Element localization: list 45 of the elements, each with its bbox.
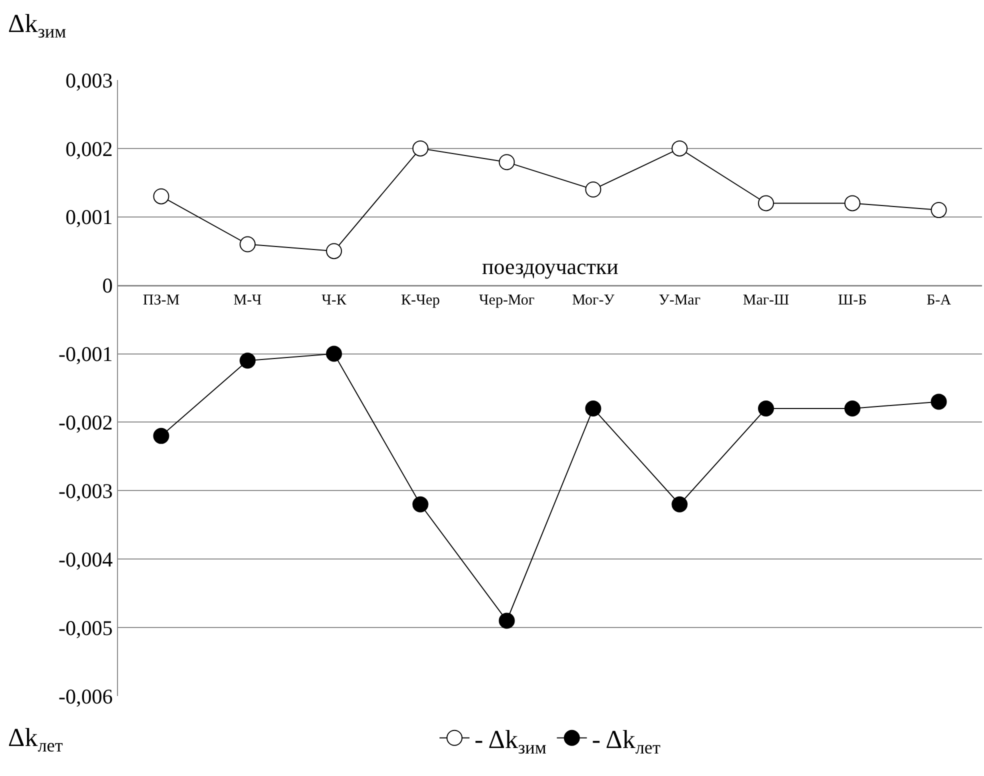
point: [326, 346, 342, 362]
point: [758, 195, 774, 212]
y-tick-label: -0,004: [58, 547, 114, 572]
y-tick-label: 0,003: [66, 68, 113, 92]
y-tick-label: 0,001: [66, 205, 113, 230]
x-tick-label: М-Ч: [234, 292, 262, 308]
x-tick-label: ПЗ-М: [142, 292, 180, 308]
y-tick-label: 0: [102, 274, 113, 298]
point: [412, 496, 428, 512]
x-tick-label: К-Чер: [400, 292, 440, 308]
point: [412, 140, 428, 156]
point: [498, 612, 515, 629]
point: [585, 400, 602, 417]
point: [153, 428, 170, 444]
point: [672, 496, 688, 512]
x-tick-label: У-Маг: [658, 292, 700, 308]
y-tick-label: -0,005: [58, 616, 113, 640]
y-tick-label: -0,002: [58, 410, 113, 435]
point: [758, 400, 774, 417]
point: [326, 243, 342, 260]
x-tick-label: Чер-Мог: [479, 292, 535, 308]
point: [844, 400, 860, 417]
y-tick-label: -0,006: [58, 684, 113, 708]
text: Δk$_{лет}$: [8, 723, 63, 756]
x-tick-label: Ч-К: [322, 292, 348, 308]
x-tick-label: Мог-У: [572, 292, 615, 308]
x-tick-label: Ш-Б: [838, 292, 867, 308]
point: [498, 154, 515, 170]
point: [585, 182, 602, 198]
y-tick-label: -0,003: [58, 479, 113, 504]
y-tick-label: -0,001: [58, 342, 113, 366]
y-tick-label: 0,002: [66, 136, 113, 161]
point: [930, 202, 947, 218]
point: [844, 195, 860, 212]
point: [930, 394, 947, 410]
point: [240, 236, 256, 252]
x-tick-label: Б-А: [926, 292, 952, 308]
point: [240, 352, 256, 369]
point: [153, 188, 170, 204]
legend-label: - Δk$_{лет}$: [592, 725, 660, 758]
x-axis-title: поездоучастки: [482, 254, 619, 279]
point: [672, 140, 688, 156]
y-axis-title: Δk$_{зим}$: [8, 9, 67, 42]
x-tick-label: Маг-Ш: [742, 292, 790, 308]
legend-label: - Δk$_{зим}$: [474, 725, 547, 758]
